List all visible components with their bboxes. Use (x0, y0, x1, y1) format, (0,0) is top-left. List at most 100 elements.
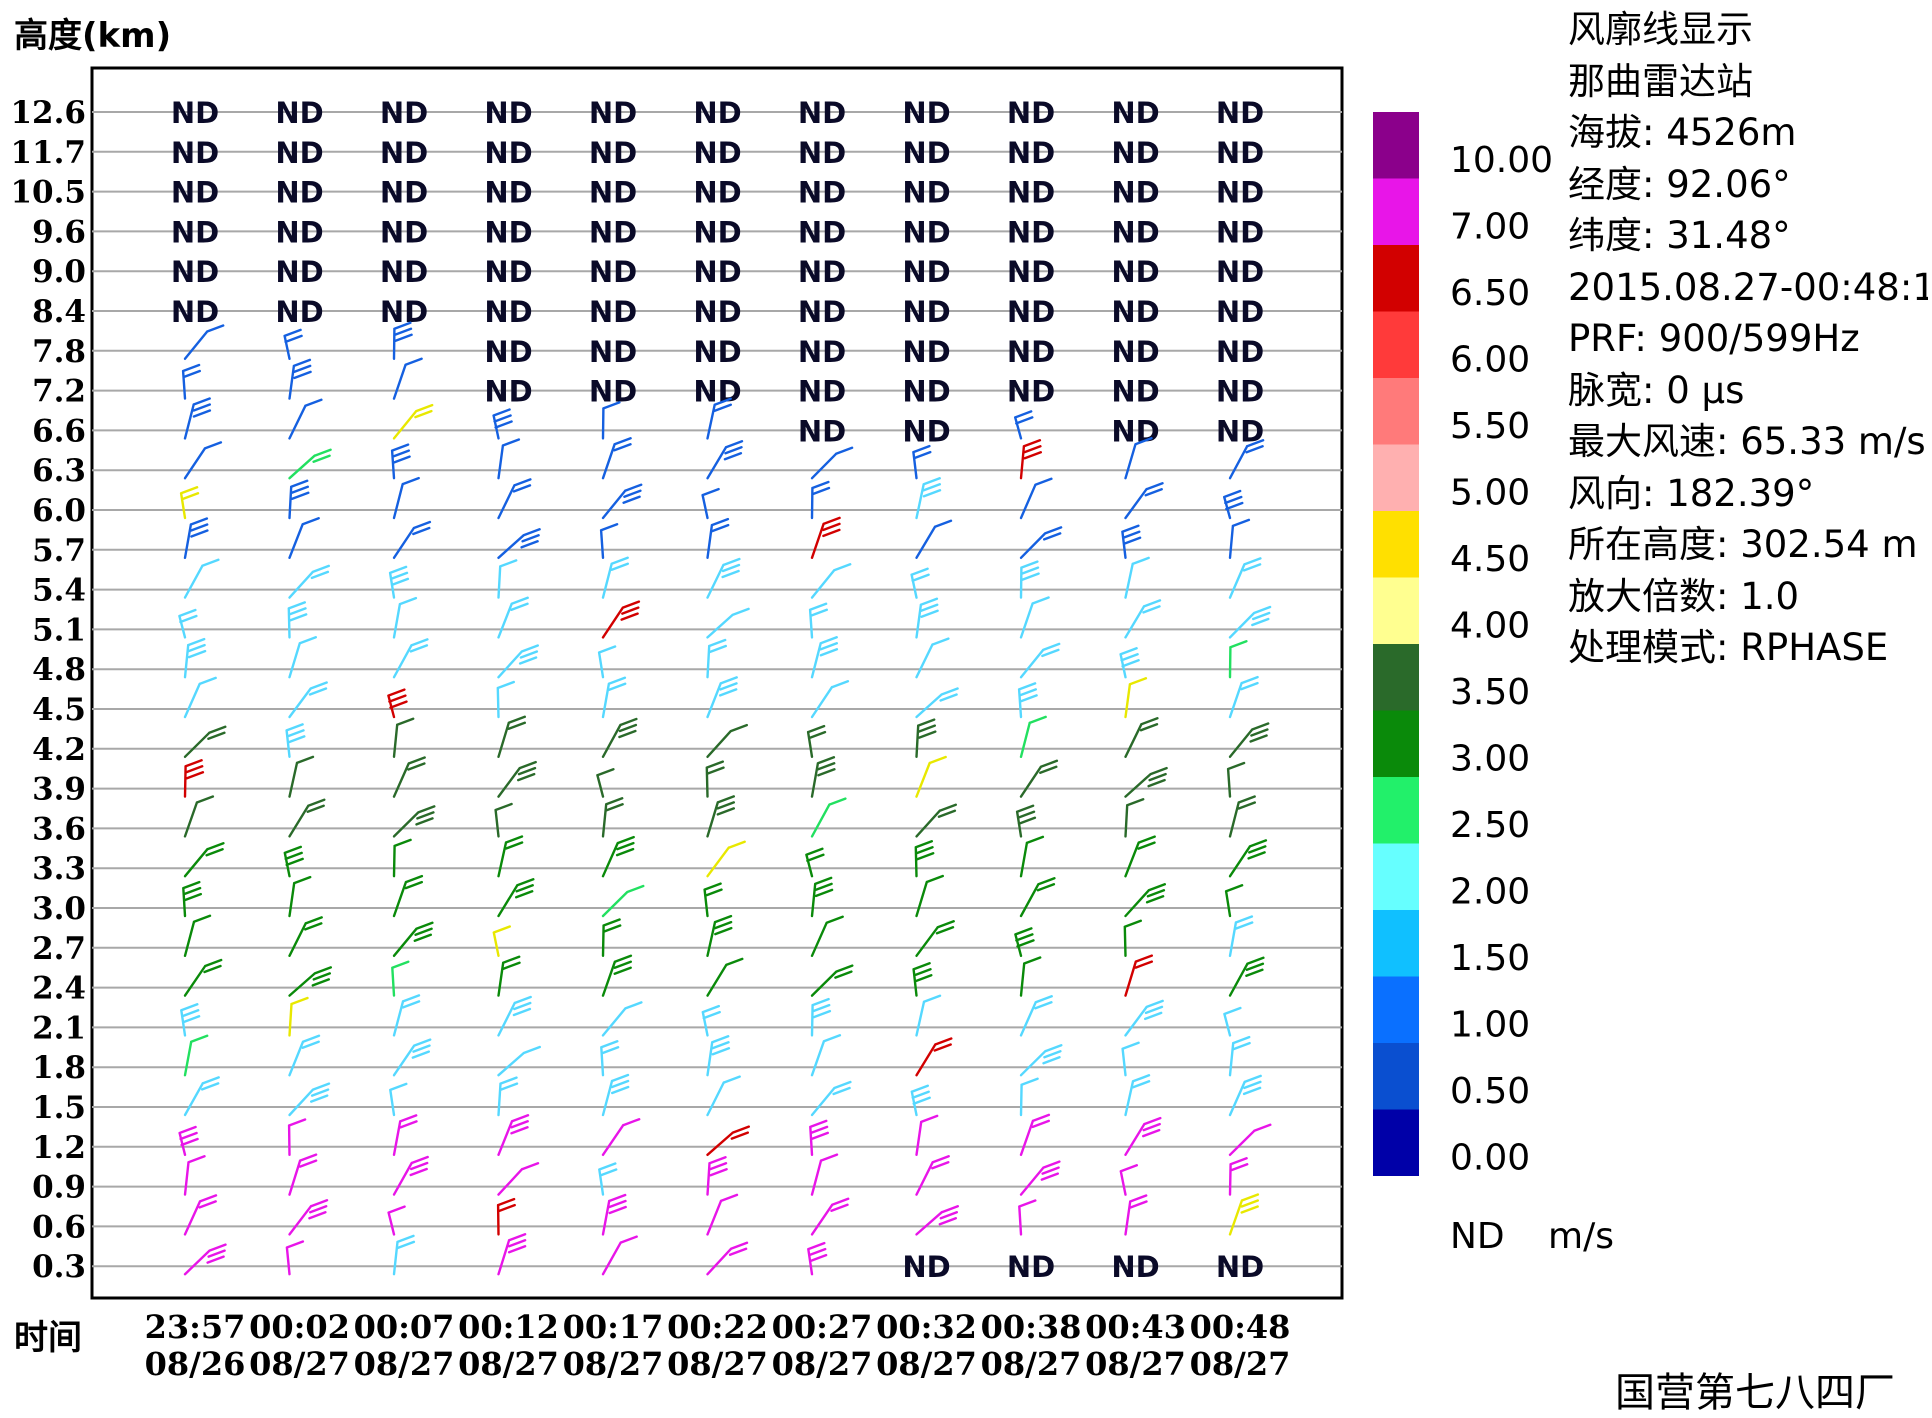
wind-barb (392, 994, 421, 1037)
color-scale-swatch (1373, 644, 1419, 711)
wind-barb (705, 760, 725, 798)
wind-barb (706, 1193, 739, 1236)
wind-barb (1014, 410, 1034, 440)
y-tick-label: 3.9 (32, 772, 86, 808)
nd-marker: ND (1111, 176, 1159, 210)
wind-barb (179, 486, 200, 520)
wind-barb (497, 559, 518, 599)
wind-barb (1124, 1074, 1151, 1117)
x-tick-time: 00:02 (249, 1308, 350, 1346)
wind-barb (1228, 640, 1248, 679)
color-scale-swatch (1373, 1043, 1419, 1110)
info-prf: PRF: 900/599Hz (1568, 317, 1860, 360)
y-tick-label: 10.5 (10, 175, 86, 211)
wind-barb (1019, 1160, 1061, 1196)
wind-barb (1019, 560, 1040, 599)
wind-barb (178, 1125, 199, 1156)
wind-barb (706, 795, 735, 838)
color-scale-label: 4.00 (1450, 606, 1530, 647)
wind-barb (389, 1082, 408, 1117)
nd-marker: ND (1007, 136, 1055, 170)
nd-marker: ND (275, 295, 323, 329)
nd-marker: ND (1216, 295, 1264, 329)
wind-barb (183, 958, 223, 997)
wind-barb (288, 636, 317, 679)
wind-barb (706, 517, 730, 559)
nd-marker: ND (589, 335, 637, 369)
wind-barb (497, 528, 541, 559)
nd-marker: ND (1007, 176, 1055, 210)
x-tick-date: 08/27 (563, 1345, 664, 1383)
wind-barb (810, 516, 841, 559)
nd-marker: ND (1216, 375, 1264, 409)
wind-barb (912, 962, 933, 997)
wind-barb (914, 840, 935, 878)
wind-barb (283, 845, 304, 878)
wind-barb (915, 803, 957, 838)
nd-marker: ND (1007, 255, 1055, 289)
wind-barb (915, 920, 955, 957)
wind-barb (1124, 482, 1164, 520)
nd-marker: ND (1216, 1250, 1264, 1284)
wind-barb (706, 723, 748, 758)
x-tick-date: 08/27 (249, 1345, 350, 1383)
wind-barb (288, 398, 323, 440)
x-tick-date: 08/27 (1190, 1345, 1291, 1383)
y-tick-label: 0.3 (32, 1249, 86, 1285)
wind-barb (1226, 761, 1246, 798)
wind-barb (706, 1035, 731, 1077)
nd-marker: ND (1111, 96, 1159, 130)
nd-marker: ND (380, 96, 428, 130)
wind-barb (392, 717, 415, 758)
y-tick-label: 9.0 (32, 254, 86, 290)
wind-barb (601, 483, 643, 520)
wind-barb (1228, 557, 1262, 599)
y-tick-label: 6.3 (32, 453, 86, 489)
wind-barb (807, 1241, 828, 1276)
wind-barb (497, 760, 537, 798)
wind-barb (601, 1235, 638, 1276)
wind-barb (1019, 995, 1053, 1037)
wind-barb (810, 997, 832, 1037)
nd-marker: ND (1111, 375, 1159, 409)
color-scale-label: 7.00 (1450, 207, 1530, 248)
nd-marker: ND (1111, 136, 1159, 170)
x-tick-date: 08/27 (667, 1345, 768, 1383)
y-tick-label: 7.2 (32, 374, 86, 410)
y-tick-label: 2.4 (32, 971, 86, 1007)
nd-marker: ND (589, 295, 637, 329)
wind-barb (1228, 722, 1270, 758)
color-scale-label: 10.00 (1450, 140, 1553, 181)
wind-barb (915, 1205, 959, 1236)
wind-barb (285, 723, 306, 758)
wind-barb (706, 557, 741, 599)
wind-barb (287, 1118, 307, 1156)
nd-marker: ND (693, 295, 741, 329)
wind-barb (915, 1114, 939, 1156)
wind-barb (706, 957, 744, 997)
wind-barb (1019, 759, 1059, 798)
wind-barb (915, 637, 950, 679)
x-tick-date: 08/26 (145, 1345, 246, 1383)
wind-barb (182, 880, 202, 918)
color-scale-swatch (1373, 843, 1419, 910)
wind-barb (288, 1153, 318, 1196)
wind-barb (915, 874, 944, 918)
wind-barb (392, 596, 418, 639)
wind-barb (1121, 524, 1142, 559)
wind-barb (1019, 1077, 1039, 1117)
wind-barb (915, 1037, 953, 1077)
nd-marker: ND (798, 255, 846, 289)
y-tick-label: 5.7 (32, 533, 86, 569)
y-tick-label: 4.8 (32, 652, 86, 688)
wind-barb (392, 321, 413, 360)
info-max-wind: 最大风速: 65.33 m/s (1568, 420, 1926, 463)
wind-barb (601, 600, 641, 639)
color-scale-swatch (1373, 777, 1419, 844)
wind-barb (497, 835, 524, 878)
wind-barb (706, 1125, 750, 1156)
nd-marker: ND (589, 215, 637, 249)
y-tick-label: 1.5 (32, 1090, 86, 1126)
wind-barb (701, 487, 720, 520)
wind-barb (1019, 1044, 1063, 1077)
